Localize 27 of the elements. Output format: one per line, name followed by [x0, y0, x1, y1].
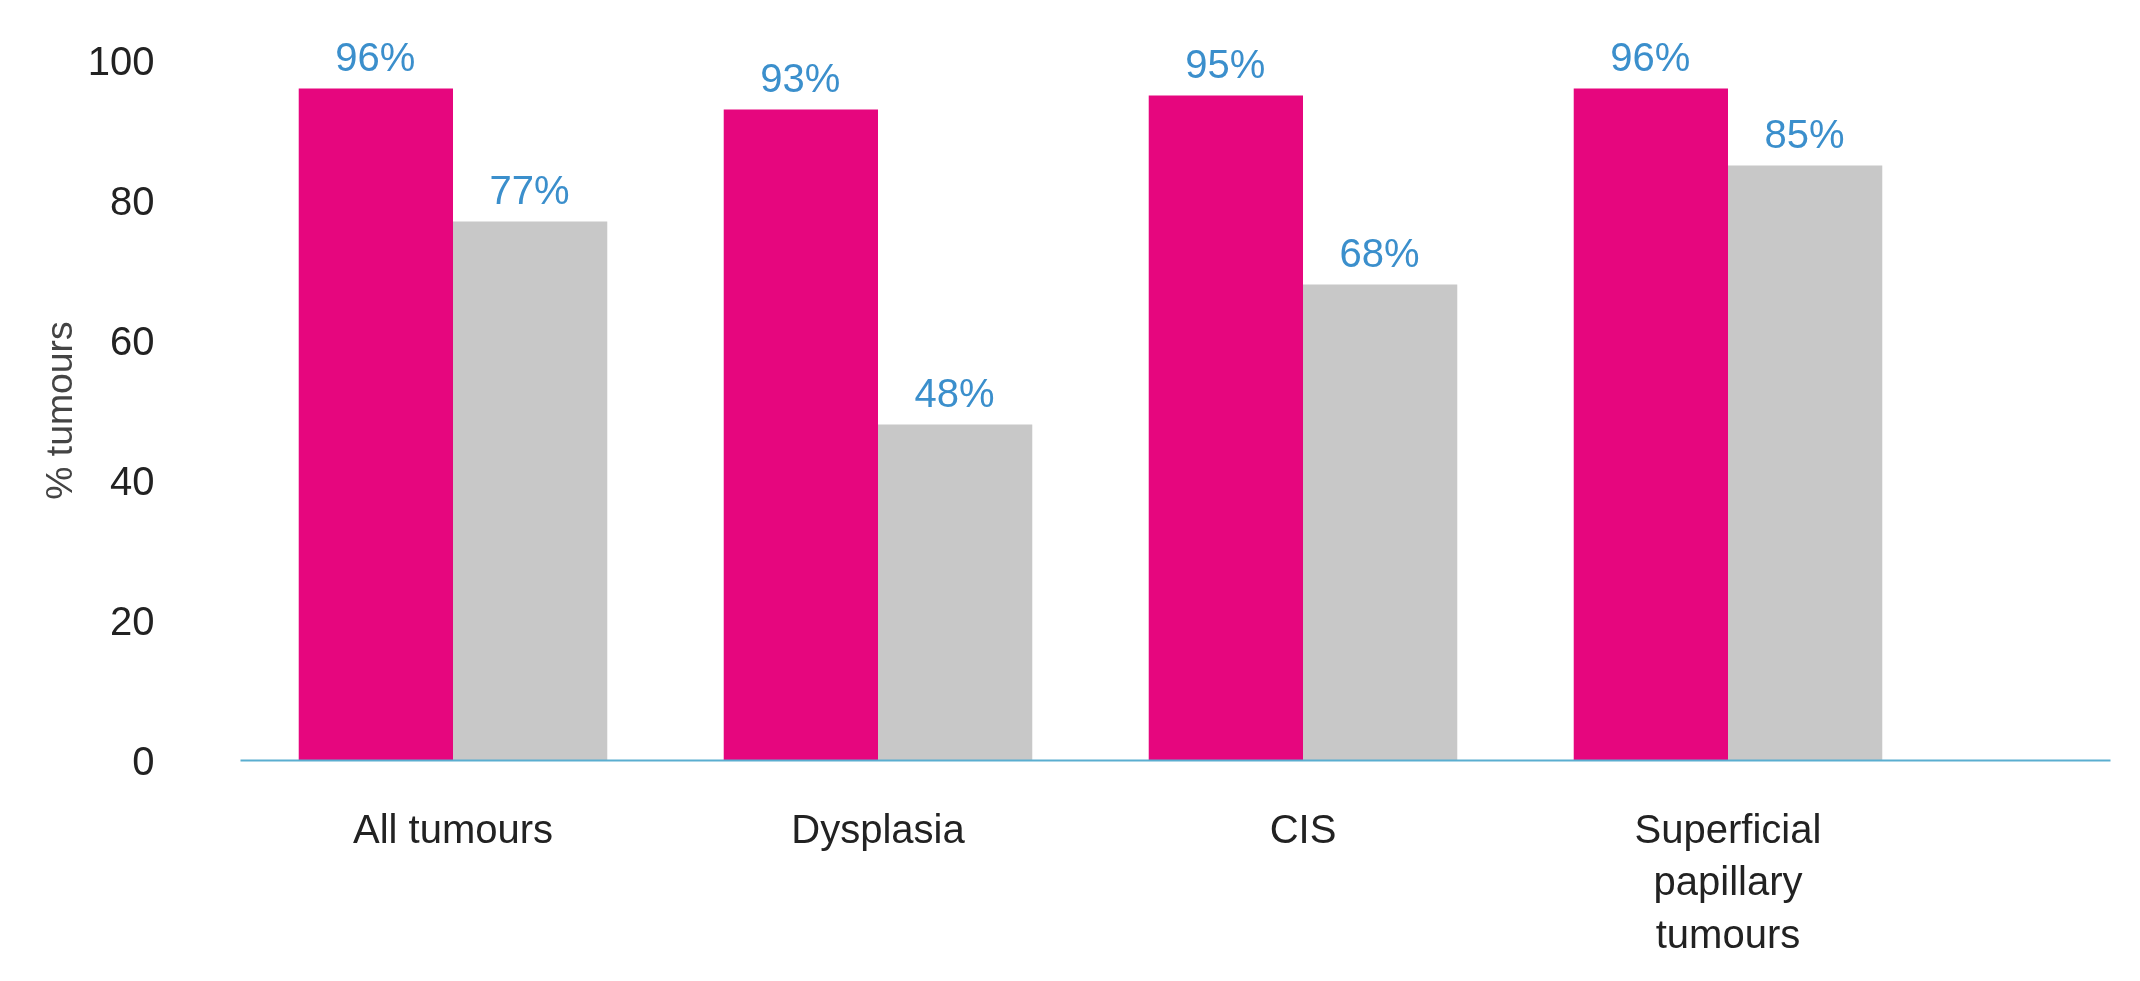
y-axis-title: % tumours [37, 321, 80, 500]
x-tick-label: CIS [1269, 806, 1337, 851]
data-label: 95% [1185, 42, 1266, 87]
y-tick-label: 80 [110, 178, 155, 223]
y-tick-label: 100 [87, 38, 155, 83]
data-label: 68% [1339, 231, 1420, 276]
bar [453, 221, 608, 761]
data-label: 96% [335, 35, 416, 80]
bar [878, 424, 1033, 761]
bar [1148, 95, 1303, 761]
y-tick-label: 0 [132, 738, 155, 783]
bar [1573, 88, 1728, 761]
bar [723, 109, 878, 761]
y-tick-label: 60 [110, 318, 155, 363]
bar [1303, 284, 1458, 761]
x-tick-label: All tumours [352, 806, 554, 851]
data-label: 48% [914, 371, 995, 416]
bar [1728, 165, 1883, 761]
x-tick-label: Dysplasia [791, 806, 966, 851]
bar [298, 88, 453, 761]
data-label: 93% [760, 56, 841, 101]
y-tick-label: 40 [110, 458, 155, 503]
data-label: 85% [1764, 112, 1845, 157]
y-tick-label: 20 [110, 598, 155, 643]
data-label: 77% [489, 168, 570, 213]
x-tick-label: Superficial papillary tumours [1634, 806, 1822, 957]
data-label: 96% [1610, 35, 1691, 80]
